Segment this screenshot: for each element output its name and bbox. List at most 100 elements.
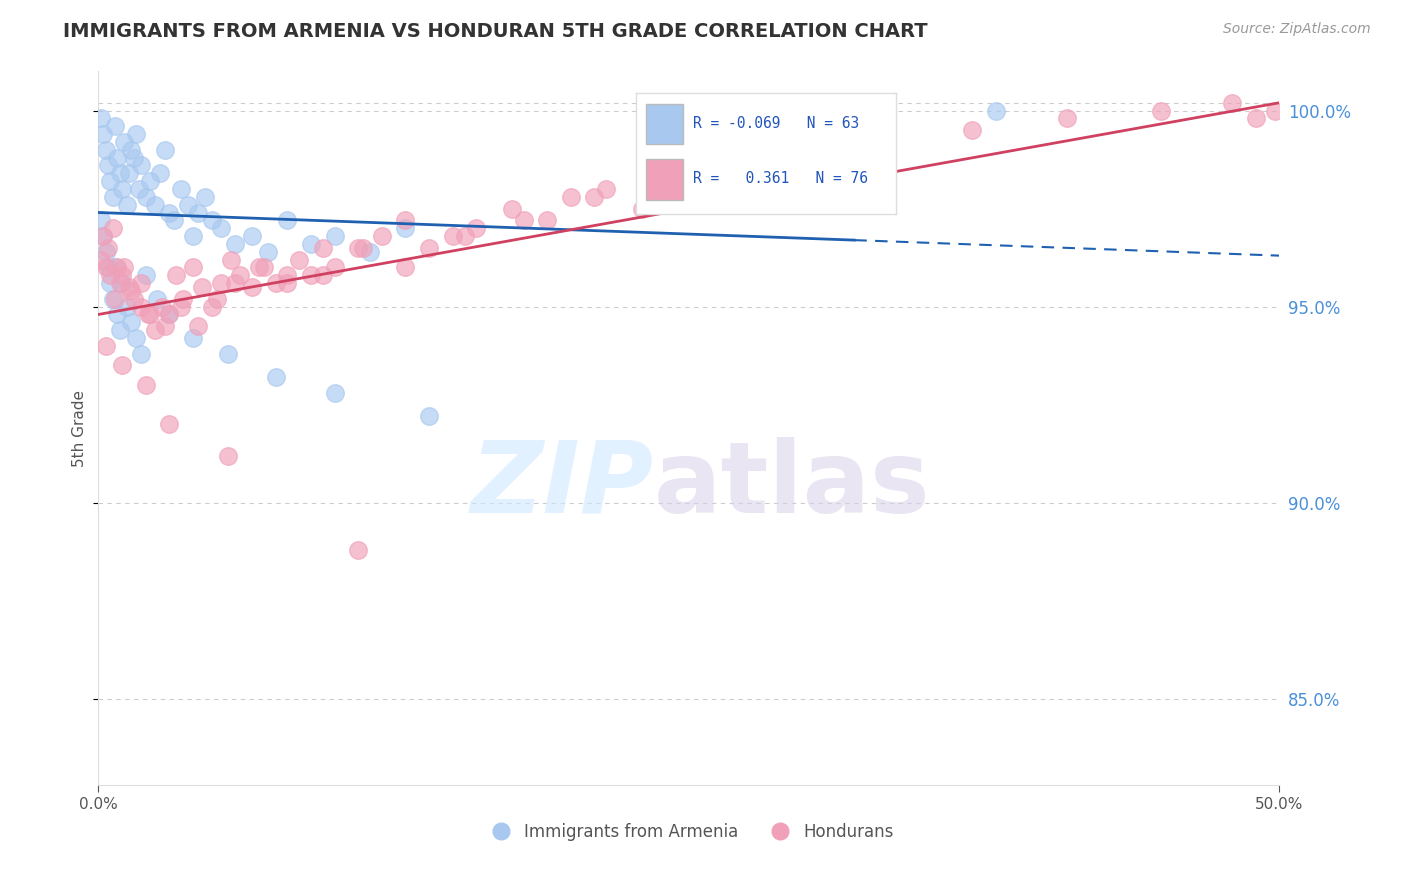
Point [118, 280, 141, 294]
Point [276, 276, 298, 290]
Point [157, 308, 180, 322]
Point [94, 244, 117, 259]
Point [108, 166, 131, 180]
Point [312, 268, 335, 283]
Point [112, 260, 135, 275]
Point [97, 260, 120, 275]
Point [135, 190, 157, 204]
Point [111, 268, 134, 283]
Point [257, 244, 280, 259]
Point [323, 260, 346, 275]
Point [98, 276, 121, 290]
Point [394, 260, 416, 275]
Point [149, 166, 172, 180]
Point [111, 182, 134, 196]
Point [1244, 112, 1267, 126]
Point [165, 268, 187, 283]
Point [299, 268, 322, 283]
Point [90, 112, 112, 126]
Point [866, 135, 889, 149]
Point [170, 182, 193, 196]
Point [453, 229, 475, 244]
Point [153, 143, 176, 157]
Point [224, 276, 246, 290]
Point [129, 158, 152, 172]
Text: Source: ZipAtlas.com: Source: ZipAtlas.com [1223, 22, 1371, 37]
Point [465, 221, 488, 235]
Point [115, 300, 138, 314]
Point [94, 339, 117, 353]
Point [264, 276, 287, 290]
Point [128, 182, 150, 196]
Point [108, 276, 131, 290]
Point [157, 308, 180, 322]
Point [181, 229, 204, 244]
Point [112, 135, 135, 149]
Point [962, 123, 984, 137]
Point [217, 346, 239, 360]
Point [104, 292, 127, 306]
Point [157, 417, 180, 432]
Point [181, 331, 204, 345]
Point [772, 151, 794, 165]
Point [394, 221, 416, 235]
Point [111, 276, 134, 290]
Point [122, 151, 145, 165]
Point [205, 292, 228, 306]
Point [240, 229, 263, 244]
Point [347, 241, 370, 255]
Y-axis label: 5th Grade: 5th Grade [72, 390, 87, 467]
Point [121, 284, 143, 298]
Point [394, 213, 416, 227]
Point [209, 276, 232, 290]
Point [115, 197, 138, 211]
Point [146, 292, 169, 306]
Point [323, 229, 346, 244]
Point [163, 213, 186, 227]
Point [177, 197, 200, 211]
Point [219, 252, 242, 267]
Point [91, 229, 114, 244]
Point [630, 202, 652, 216]
Point [240, 280, 263, 294]
Point [201, 213, 224, 227]
Text: IMMIGRANTS FROM ARMENIA VS HONDURAN 5TH GRADE CORRELATION CHART: IMMIGRANTS FROM ARMENIA VS HONDURAN 5TH … [63, 22, 928, 41]
Point [118, 166, 141, 180]
Point [312, 241, 335, 255]
Legend: Immigrants from Armenia, Hondurans: Immigrants from Armenia, Hondurans [478, 817, 900, 848]
Point [264, 370, 287, 384]
Point [512, 213, 534, 227]
Point [90, 213, 112, 227]
Point [101, 190, 124, 204]
Point [595, 182, 617, 196]
Point [125, 127, 148, 141]
Point [98, 268, 121, 283]
Point [501, 202, 523, 216]
Point [288, 252, 311, 267]
Point [170, 300, 193, 314]
Point [1150, 103, 1173, 118]
Point [187, 205, 209, 219]
Point [194, 190, 217, 204]
Point [105, 308, 128, 322]
Point [143, 323, 166, 337]
Point [441, 229, 464, 244]
Point [90, 252, 112, 267]
Point [108, 323, 131, 337]
Point [125, 331, 148, 345]
Point [122, 292, 145, 306]
Point [224, 236, 246, 251]
Point [121, 315, 143, 329]
Point [247, 260, 270, 275]
Point [181, 260, 204, 275]
Point [135, 268, 157, 283]
Point [191, 280, 214, 294]
Point [94, 143, 117, 157]
Point [157, 205, 180, 219]
Point [560, 190, 582, 204]
Point [104, 120, 127, 134]
Point [1056, 112, 1078, 126]
Point [91, 127, 114, 141]
Point [984, 103, 1007, 118]
Point [101, 221, 124, 235]
